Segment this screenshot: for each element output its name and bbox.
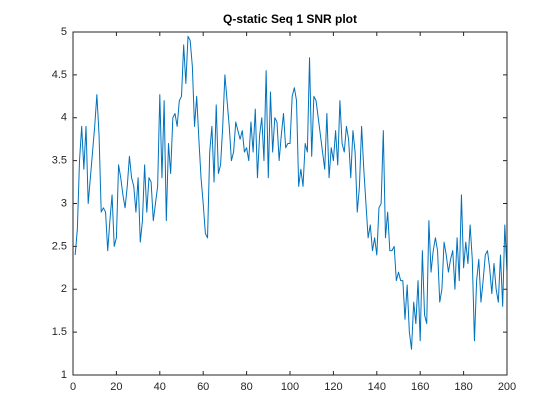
y-tick-label: 3 — [61, 197, 67, 209]
x-tick-label: 20 — [110, 381, 122, 393]
y-tick-label: 1 — [61, 369, 67, 381]
x-tick-label: 140 — [368, 381, 386, 393]
y-tick-label: 5 — [61, 26, 67, 38]
x-tick-label: 100 — [281, 381, 299, 393]
x-tick-label: 180 — [454, 381, 472, 393]
y-tick-label: 2.5 — [52, 240, 67, 252]
x-tick-label: 200 — [498, 381, 516, 393]
y-tick-label: 1.5 — [52, 326, 67, 338]
y-tick-label: 4.5 — [52, 69, 67, 81]
data-line — [74, 35, 508, 350]
x-tick-label: 80 — [240, 381, 252, 393]
y-tick-label: 4 — [61, 112, 67, 124]
y-tick-label: 3.5 — [52, 155, 67, 167]
x-tick-label: 40 — [154, 381, 166, 393]
x-tick-label: 60 — [197, 381, 209, 393]
chart-title: Q-static Seq 1 SNR plot — [223, 12, 357, 26]
x-tick-label: 120 — [324, 381, 342, 393]
axes-box — [72, 31, 508, 376]
y-tick-label: 2 — [61, 283, 67, 295]
x-tick-label: 0 — [70, 381, 76, 393]
x-tick-label: 160 — [411, 381, 429, 393]
